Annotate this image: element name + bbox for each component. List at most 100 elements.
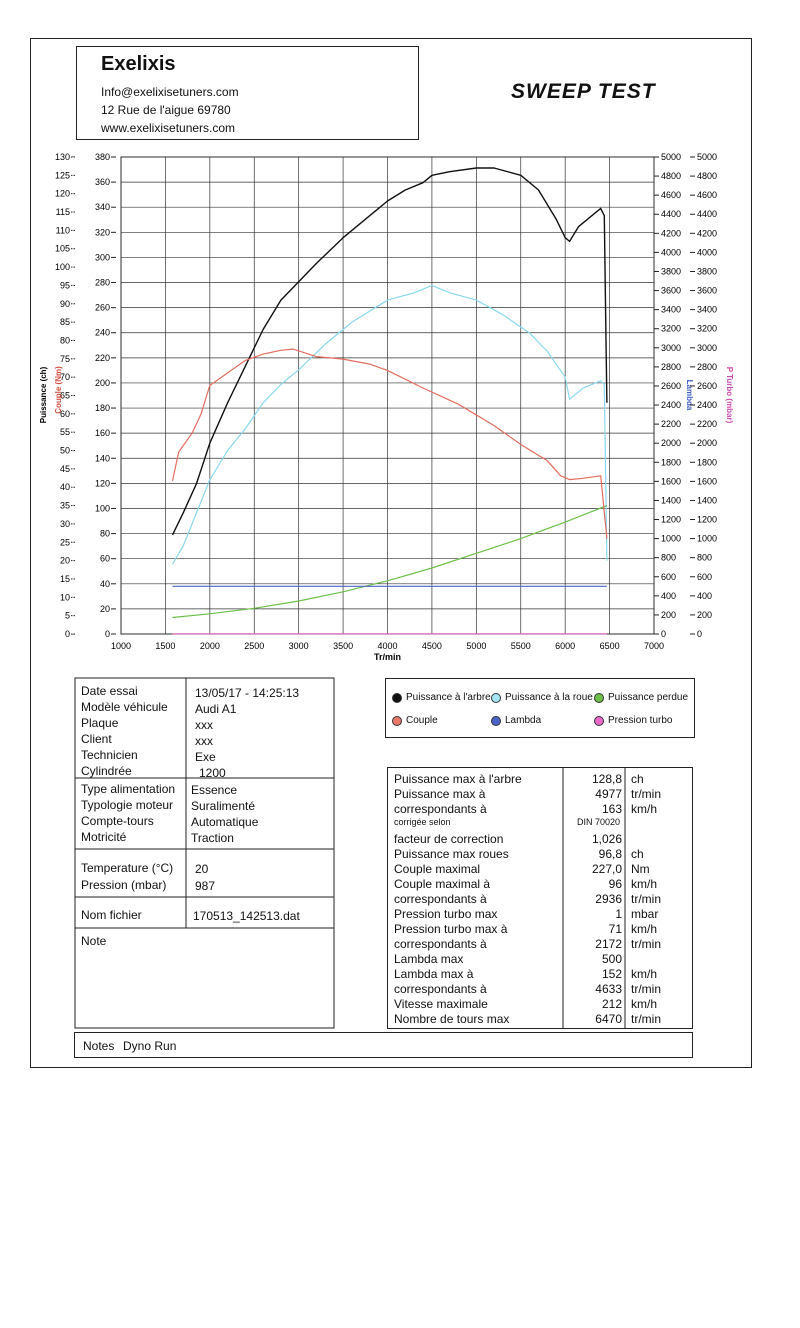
result-row: Couple maximal 227,0 Nm [388,862,692,877]
result-unit: tr/min [631,892,661,906]
info-feed-label: Type alimentation [81,782,176,796]
notes-value: Dyno Run [123,1039,177,1053]
info-frame [74,677,335,1029]
puissance-tick-label: 20 [60,556,70,566]
turbo-tick-label: 2800 [697,362,717,372]
result-label: correspondants à [394,982,487,996]
info-cyl-label: Cylindrée [81,764,132,778]
result-row: Nombre de tours max 6470 tr/min [388,1012,692,1027]
turbo-tick-label: 4000 [697,247,717,257]
lambda-tick-label: 2000 [661,438,681,448]
result-row: Puissance max à l'arbre 128,8 ch [388,772,692,787]
couple-tick-label: 380 [95,152,110,162]
result-label: correspondants à [394,937,487,951]
result-unit: tr/min [631,787,661,801]
info-client-value: xxx [195,734,213,748]
chart-series [171,167,608,635]
puissance-axis-label: Puissance (ch) [39,366,48,423]
info-labels-3: Temperature (°C) Pression (mbar) [81,860,173,894]
puissance-tick-label: 75 [60,354,70,364]
result-unit: km/h [631,997,658,1011]
lambda-tick-label: 2600 [661,381,681,391]
info-engine-label: Typologie moteur [81,798,174,812]
couple-tick-label: 100 [95,503,110,513]
x-tick-label: 3000 [289,641,309,651]
lambda-tick-label: 1600 [661,476,681,486]
info-drive-value: Traction [191,831,234,845]
result-row: correspondants à 4633 tr/min [388,982,692,997]
lambda-tick-label: 600 [661,572,676,582]
legend-item: Puissance perdue [594,692,688,703]
legend-dot [392,692,402,703]
info-temp-value: 20 [195,862,209,876]
x-tick-label: 6500 [600,641,620,651]
result-unit: km/h [631,967,658,981]
puissance-tick-label: 100 [55,262,70,272]
lambda-tick-label: 4800 [661,171,681,181]
result-label: Lambda max à [394,967,474,981]
x-tick-label: 2500 [244,641,264,651]
company-website: www.exelixisetuners.com [101,121,236,135]
x-tick-label: 5500 [511,641,531,651]
legend-item: Couple [392,715,438,726]
x-tick-label: 1500 [155,641,175,651]
results-dividers [562,767,626,1029]
couple-tick-label: 180 [95,403,110,413]
result-label: Pression turbo max à [394,922,508,936]
lambda-tick-label: 4000 [661,247,681,257]
lambda-tick-label: 4200 [661,228,681,238]
lambda-tick-label: 2800 [661,362,681,372]
result-unit: km/h [631,922,658,936]
puissance-tick-label: 55 [60,427,70,437]
couple-tick-label: 140 [95,453,110,463]
puissance-tick-label: 60 [60,409,70,419]
puissance-tick-label: 10 [60,592,70,602]
result-label: Puissance max à l'arbre [394,772,522,786]
result-row: Pression turbo max à 71 km/h [388,922,692,937]
puissance-tick-label: 40 [60,482,70,492]
result-unit: ch [631,847,644,861]
info-values-3: 20 987 [195,861,215,895]
puissance-tick-label: 85 [60,317,70,327]
series-line [171,284,608,565]
lambda-tick-label: 1400 [661,495,681,505]
result-label: Pression turbo max [394,907,498,921]
turbo-tick-label: 200 [697,610,712,620]
report-title: SWEEP TEST [511,80,656,103]
couple-tick-label: 20 [100,604,110,614]
turbo-tick-label: 2600 [697,381,717,391]
couple-axis-label: Couple (Nm) [54,366,63,414]
lambda-tick-label: 2200 [661,419,681,429]
couple-tick-label: 240 [95,328,110,338]
legend-dot [594,715,604,726]
x-axis-label: Tr/min [374,652,401,662]
result-label: corrigée selon [394,817,451,827]
lambda-tick-label: 1000 [661,534,681,544]
couple-tick-label: 280 [95,278,110,288]
puissance-tick-label: 50 [60,446,70,456]
info-file-value: 170513_142513.dat [193,909,300,923]
result-value: 96 [608,877,622,891]
puissance-tick-label: 110 [56,225,70,235]
puissance-tick-label: 115 [56,207,70,217]
turbo-axis-label: P Turbo (mbar) [725,367,734,424]
lambda-tick-label: 4600 [661,190,681,200]
info-file-label: Nom fichier [81,908,142,922]
turbo-tick-label: 800 [697,553,712,563]
info-date-value: 13/05/17 - 14:25:13 [195,686,300,700]
legend-item: Lambda [491,715,541,726]
puissance-tick-label: 25 [60,537,70,547]
result-unit: ch [631,772,644,786]
couple-tick-label: 120 [95,478,110,488]
company-name: Exelixis [101,53,176,75]
turbo-tick-label: 0 [697,629,702,639]
result-label: Puissance max roues [394,847,509,861]
couple-tick-label: 200 [95,378,110,388]
couple-tick-label: 320 [95,227,110,237]
x-tick-label: 3500 [333,641,353,651]
lambda-tick-label: 3800 [661,266,681,276]
turbo-tick-label: 4800 [697,171,717,181]
result-row: Puissance max roues 96,8 ch [388,847,692,862]
result-unit: Nm [631,862,650,876]
notes-label: Notes [83,1039,115,1053]
